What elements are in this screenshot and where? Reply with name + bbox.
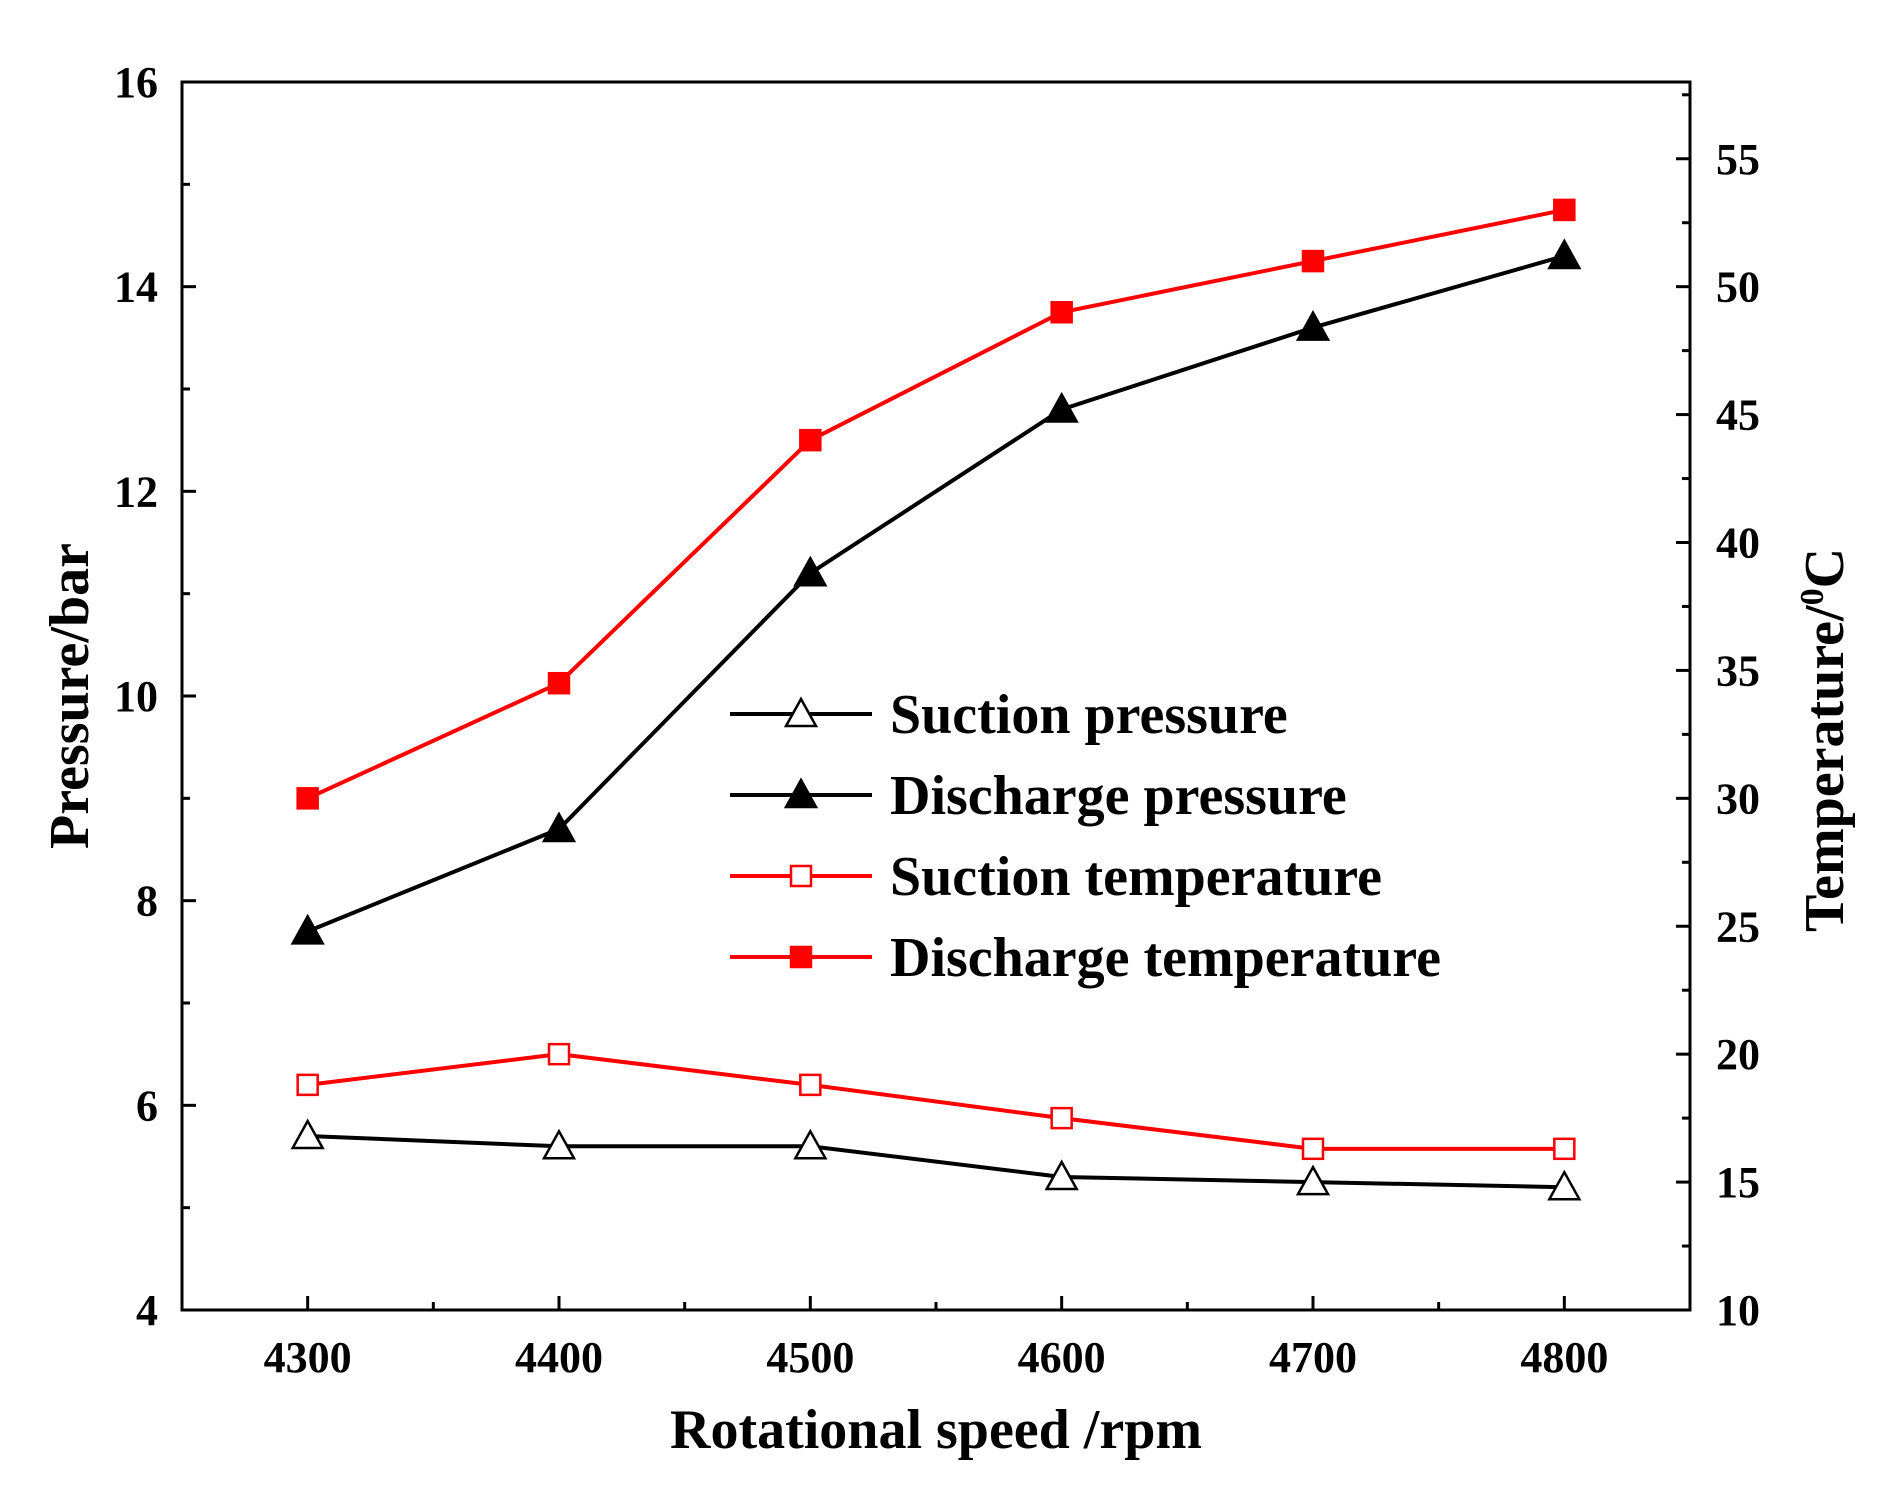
legend-item-suction-pressure: Suction pressure xyxy=(730,684,1288,746)
data-point-suction-pressure xyxy=(1044,1159,1079,1191)
series-line-discharge-pressure xyxy=(306,254,1565,934)
data-point-discharge-temperature xyxy=(547,671,571,695)
x-tick-label: 4800 xyxy=(1520,1333,1608,1382)
y2-tick-label: 20 xyxy=(1716,1030,1760,1079)
x-tick-label: 4300 xyxy=(264,1333,352,1382)
data-point-discharge-pressure xyxy=(1547,238,1582,270)
data-point-discharge-temperature xyxy=(296,787,319,810)
y2-axis-title-base: Temperature/ xyxy=(1794,604,1856,932)
x-tick-label: 4700 xyxy=(1269,1333,1357,1382)
legend: Suction pressure Discharge pressure Suctio… xyxy=(730,684,1441,989)
series-line-suction-temperature xyxy=(307,1052,1565,1151)
data-point-discharge-pressure xyxy=(290,913,325,945)
series-discharge-pressure xyxy=(290,238,1582,945)
y2-tick-label: 55 xyxy=(1716,135,1760,184)
data-point-discharge-temperature xyxy=(1553,198,1576,222)
data-point-suction-temperature xyxy=(799,1073,822,1097)
y2-tick-label: 10 xyxy=(1716,1286,1760,1335)
y2-tick-label: 25 xyxy=(1716,902,1760,951)
data-point-suction-pressure xyxy=(290,1118,325,1150)
x-tick-label: 4400 xyxy=(515,1333,603,1382)
x-tick-label: 4600 xyxy=(1018,1333,1106,1382)
data-point-discharge-pressure xyxy=(541,811,577,843)
y2-tick-label: 35 xyxy=(1716,646,1760,695)
data-point-discharge-pressure xyxy=(1295,310,1331,341)
x-tick-label: 4500 xyxy=(766,1333,854,1382)
data-point-discharge-temperature xyxy=(799,428,822,452)
data-point-suction-temperature xyxy=(1553,1137,1576,1161)
series-discharge-temperature xyxy=(296,198,1576,810)
y-tick-label: 10 xyxy=(114,672,158,721)
legend-marker xyxy=(783,777,819,809)
data-point-suction-temperature xyxy=(547,1042,571,1066)
data-point-suction-pressure xyxy=(1547,1169,1582,1201)
y2-axis-title-superscript: 0 xyxy=(1794,588,1831,605)
y-tick-label: 4 xyxy=(136,1286,158,1335)
series-suction-pressure xyxy=(290,1118,1582,1201)
legend-label: Discharge pressure xyxy=(890,765,1347,827)
legend-marker xyxy=(789,945,813,969)
data-point-suction-temperature xyxy=(1301,1137,1325,1161)
legend-marker xyxy=(789,864,813,888)
y-tick-label: 6 xyxy=(136,1081,158,1130)
data-point-discharge-pressure xyxy=(1044,391,1079,423)
data-point-suction-pressure xyxy=(1295,1164,1331,1196)
y-tick-label: 8 xyxy=(136,877,158,926)
series-suction-temperature xyxy=(296,1042,1576,1161)
legend-label: Suction pressure xyxy=(890,684,1288,746)
data-point-suction-pressure xyxy=(541,1128,577,1160)
y-tick-label: 16 xyxy=(114,58,158,107)
y2-tick-label: 30 xyxy=(1716,774,1760,823)
series-layer xyxy=(290,198,1582,1201)
y2-axis-title-unit: C xyxy=(1794,548,1856,588)
data-point-suction-pressure xyxy=(793,1128,828,1160)
data-point-discharge-pressure xyxy=(793,555,828,587)
series-line-suction-pressure xyxy=(307,1134,1565,1190)
y2-axis-title: Temperature/0C xyxy=(1794,548,1856,932)
legend-label: Discharge temperature xyxy=(890,927,1441,989)
y2-tick-label: 40 xyxy=(1716,519,1760,568)
legend-item-discharge-temperature: Discharge temperature xyxy=(730,927,1441,989)
legend-label: Suction temperature xyxy=(890,846,1382,908)
plot-frame xyxy=(180,80,1692,1312)
y-axis-title: Pressure/bar xyxy=(39,543,101,849)
y2-tick-label: 45 xyxy=(1716,391,1760,440)
y-tick-label: 12 xyxy=(114,467,158,516)
y2-tick-label: 15 xyxy=(1716,1158,1760,1207)
legend-marker xyxy=(783,696,819,728)
tick-labels: 4300 4400 4500 4600 4700 4800 4 6 8 10 12 14 16 10 15 2… xyxy=(114,58,1760,1382)
y2-tick-label: 50 xyxy=(1716,263,1760,312)
x-axis-title: Rotational speed /rpm xyxy=(670,1399,1202,1461)
y-tick-label: 14 xyxy=(114,263,158,312)
data-point-suction-temperature xyxy=(1050,1106,1073,1130)
legend-item-discharge-pressure: Discharge pressure xyxy=(730,765,1347,827)
series-line-discharge-temperature xyxy=(306,207,1565,801)
data-point-discharge-temperature xyxy=(1301,249,1325,273)
legend-item-suction-temperature: Suction temperature xyxy=(730,846,1382,908)
data-point-suction-temperature xyxy=(296,1073,319,1097)
data-point-discharge-temperature xyxy=(1050,301,1073,324)
